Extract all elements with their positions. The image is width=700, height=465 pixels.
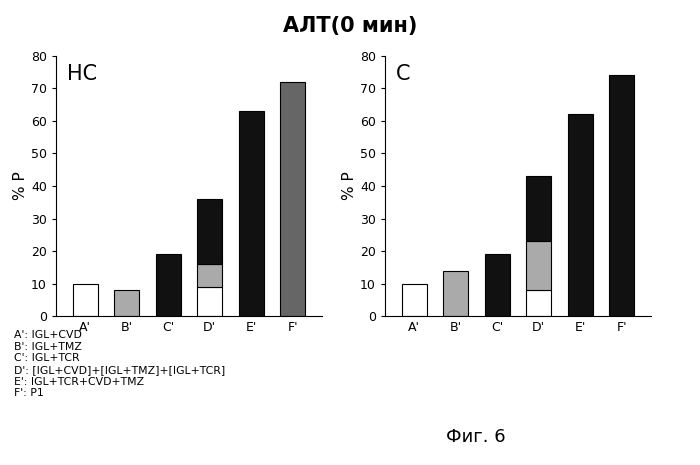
Bar [114, 290, 139, 316]
Bar [197, 287, 223, 316]
Bar [526, 241, 552, 290]
Bar [197, 199, 223, 264]
Text: Фиг. 6: Фиг. 6 [446, 428, 506, 446]
Bar [526, 290, 552, 316]
Bar [526, 176, 552, 241]
Bar [155, 254, 181, 316]
Y-axis label: % P: % P [342, 172, 357, 200]
Bar [610, 75, 634, 316]
Y-axis label: % P: % P [13, 172, 28, 200]
Bar [239, 111, 264, 316]
Text: A': IGL+CVD
B': IGL+TMZ
C': IGL+TCR
D': [IGL+CVD]+[IGL+TMZ]+[IGL+TCR]
E': IGL+TC: A': IGL+CVD B': IGL+TMZ C': IGL+TCR D': … [14, 330, 225, 398]
Bar [402, 284, 426, 316]
Bar [281, 82, 305, 316]
Bar [197, 264, 223, 287]
Bar [443, 271, 468, 316]
Bar [73, 284, 97, 316]
Text: АЛТ(0 мин): АЛТ(0 мин) [283, 16, 417, 36]
Text: НС: НС [66, 64, 97, 84]
Bar [568, 114, 593, 316]
Text: С: С [395, 64, 410, 84]
Bar [485, 254, 510, 316]
